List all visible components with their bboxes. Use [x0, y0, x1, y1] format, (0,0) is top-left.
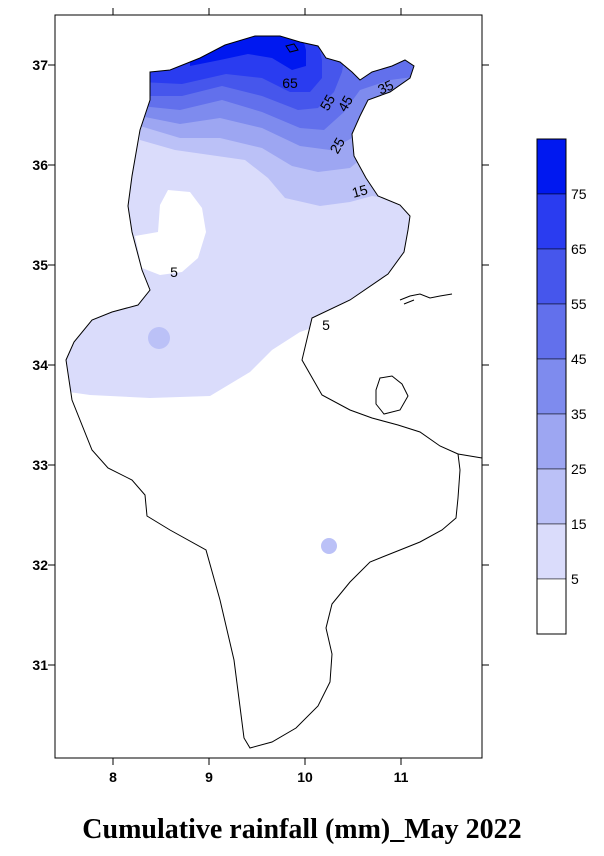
rainfall-fill	[66, 36, 460, 748]
djerba-island	[375, 375, 409, 415]
contour-label: 25	[326, 135, 348, 157]
contour-label: 5	[322, 317, 330, 333]
axis-ticks	[48, 8, 489, 765]
contour-label: 55	[317, 92, 339, 114]
contour-label: 65	[282, 75, 298, 91]
x-tick-label: 10	[297, 769, 313, 785]
y-tick-label: 32	[32, 557, 48, 573]
map-title: Cumulative rainfall (mm)_May 2022	[82, 814, 522, 845]
legend-swatch	[536, 468, 567, 525]
legend-frame	[536, 138, 567, 635]
legend-swatch	[536, 193, 567, 250]
legend-swatch	[536, 248, 567, 305]
y-tick-label: 33	[32, 457, 48, 473]
y-tick-label: 37	[32, 57, 48, 73]
rain-blob-south	[321, 538, 337, 554]
x-tick-label: 9	[205, 769, 213, 785]
kerkennah-islands	[399, 293, 453, 305]
contour-label: 15	[350, 181, 369, 201]
x-tick-label: 11	[394, 769, 409, 785]
legend-label: 35	[571, 406, 587, 422]
y-tick-label: 34	[32, 357, 48, 373]
legend-swatch	[536, 413, 567, 470]
legend-label: 15	[571, 516, 587, 532]
y-tick-label: 31	[32, 657, 48, 673]
color-legend: 75 65 55 45 35 25 15 5	[536, 138, 587, 635]
plot-frame	[54, 14, 483, 759]
legend-label: 75	[571, 186, 587, 202]
legend-label: 55	[571, 296, 587, 312]
band-0-5-west	[135, 190, 206, 275]
band-above-75	[190, 36, 306, 70]
rain-blob-west	[148, 327, 170, 349]
tunisia-border	[65, 35, 461, 749]
legend-swatch	[536, 523, 567, 580]
y-tick-label: 36	[32, 157, 48, 173]
legend-swatch	[536, 303, 567, 360]
contour-label: 5	[170, 264, 178, 280]
galite-island	[285, 43, 299, 53]
legend-label: 5	[571, 571, 579, 587]
legend-swatch	[536, 578, 567, 635]
legend-label: 65	[571, 241, 587, 257]
legend-swatch	[536, 138, 567, 195]
contour-label: 35	[375, 76, 396, 97]
legend-label: 45	[571, 351, 587, 367]
legend-label: 25	[571, 461, 587, 477]
libya-coastline	[457, 453, 483, 459]
y-tick-label: 35	[32, 257, 48, 273]
x-tick-label: 8	[109, 769, 117, 785]
legend-swatch	[536, 358, 567, 415]
contour-label: 45	[334, 93, 356, 115]
